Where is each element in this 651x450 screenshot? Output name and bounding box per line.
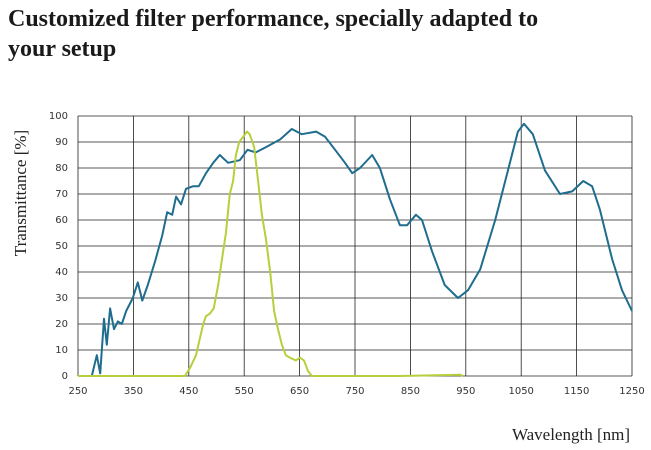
y-tick-label: 30 [55, 293, 68, 304]
x-tick-label: 850 [401, 386, 420, 397]
x-tick-label: 1050 [508, 386, 533, 397]
y-tick-label: 80 [55, 163, 68, 174]
y-tick-label: 90 [55, 137, 68, 148]
x-tick-label: 450 [179, 386, 198, 397]
x-tick-label: 950 [456, 386, 475, 397]
y-axis-label: Transmittance [%] [11, 130, 30, 256]
y-tick-label: 60 [55, 215, 68, 226]
y-tick-label: 0 [62, 371, 68, 382]
x-tick-label: 750 [345, 386, 364, 397]
x-tick-label: 1250 [619, 386, 644, 397]
y-tick-label: 100 [49, 111, 68, 122]
y-tick-label: 70 [55, 189, 68, 200]
y-tick-label: 40 [55, 267, 68, 278]
x-tick-label: 650 [290, 386, 309, 397]
y-tick-label: 20 [55, 319, 68, 330]
y-tick-label: 50 [55, 241, 68, 252]
x-tick-label: 250 [68, 386, 87, 397]
series-line [78, 122, 633, 377]
x-tick-label: 350 [124, 386, 143, 397]
series-line [78, 130, 464, 377]
x-tick-label: 550 [235, 386, 254, 397]
x-axis-label: Wavelength [nm] [512, 425, 630, 444]
x-tick-label: 1150 [564, 386, 589, 397]
y-tick-label: 10 [55, 345, 68, 356]
chart-title: Customized filter performance, specially… [8, 6, 539, 62]
